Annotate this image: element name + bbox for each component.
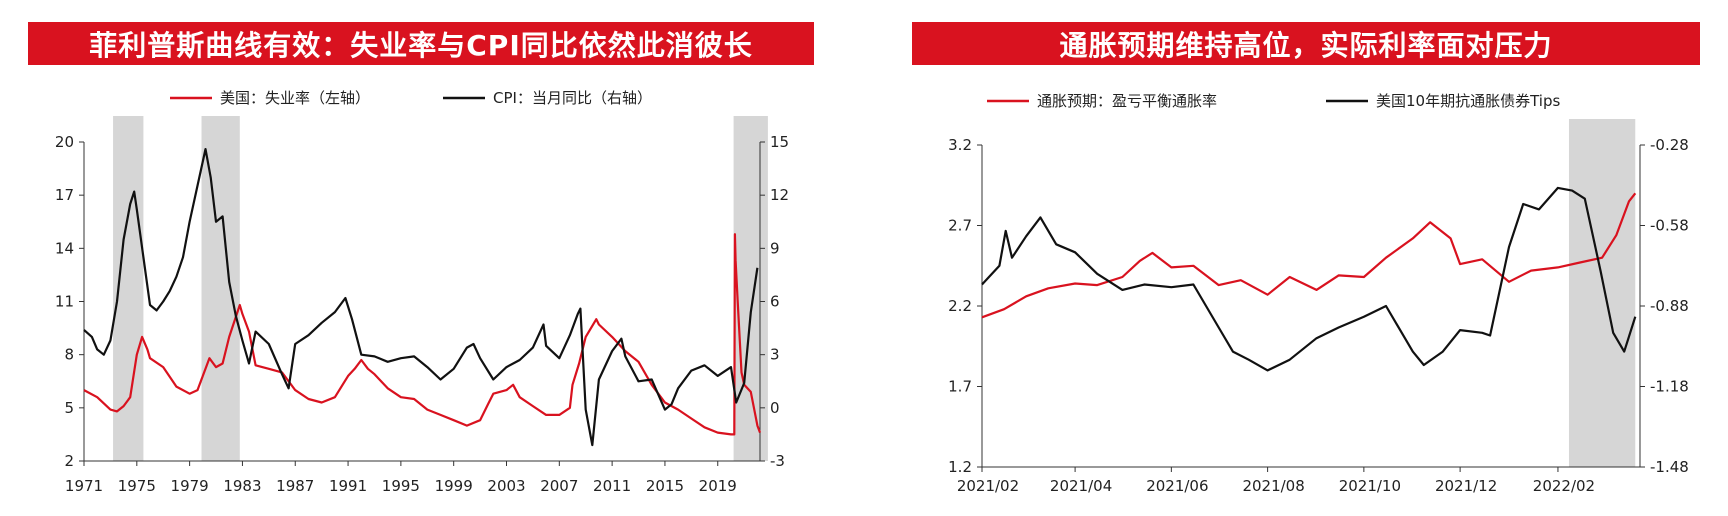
x-tick-label: 2021/02 — [957, 477, 1019, 495]
legend-label-1: 通胀预期：盈亏平衡通胀率 — [1037, 92, 1217, 110]
x-tick-label: 2021/08 — [1242, 477, 1304, 495]
left-y-tick-label: 2.7 — [948, 217, 972, 235]
x-tick-label: 1995 — [382, 477, 420, 495]
right-chart-title-banner: 通胀预期维持高位，实际利率面对压力 — [912, 22, 1700, 65]
legend-label-2: 美国10年期抗通胀债券Tips — [1376, 92, 1560, 110]
right-y-tick-label: -0.28 — [1650, 136, 1689, 154]
x-tick-label: 1979 — [171, 477, 209, 495]
left-y-tick-label: 2.2 — [948, 297, 972, 315]
right-y-tick-label: 0 — [770, 399, 780, 417]
left-chart-title-banner: 菲利普斯曲线有效：失业率与CPI同比依然此消彼长 — [28, 22, 814, 65]
right-y-tick-label: 6 — [770, 293, 780, 311]
x-tick-label: 2022/02 — [1533, 477, 1595, 495]
series-line-1 — [83, 233, 762, 436]
right-y-tick-label: 12 — [770, 186, 789, 204]
series-line-2 — [981, 186, 1637, 372]
left-y-tick-label: 1.2 — [948, 458, 972, 476]
left-y-tick-label: 2 — [64, 452, 74, 470]
x-tick-label: 1987 — [276, 477, 314, 495]
chart-2: 3.2 2.7 2.2 1.7 1.2 -0.28 -0.58 -0.88 -1.18 -1.48… — [948, 92, 1689, 495]
x-tick-label: 2021/10 — [1339, 477, 1401, 495]
shaded-period-3 — [733, 116, 768, 461]
x-tick-label: 1983 — [223, 477, 261, 495]
x-tick-label: 1991 — [329, 477, 367, 495]
right-y-tick-label: 15 — [770, 133, 789, 151]
right-y-tick-label: 3 — [770, 346, 780, 364]
series-line-2 — [83, 148, 759, 447]
right-y-tick-label: -1.18 — [1650, 378, 1689, 396]
legend-label-1: 美国：失业率（左轴） — [220, 89, 370, 107]
x-tick-label: 2011 — [593, 477, 631, 495]
left-y-tick-label: 5 — [64, 399, 74, 417]
x-tick-label: 2021/04 — [1050, 477, 1112, 495]
x-tick-label: 2021/06 — [1146, 477, 1208, 495]
left-y-tick-label: 20 — [55, 133, 74, 151]
shaded-period-2 — [201, 116, 240, 461]
x-tick-label: 2015 — [646, 477, 684, 495]
right-y-tick-label: 9 — [770, 239, 780, 257]
left-y-tick-label: 14 — [55, 239, 74, 257]
x-tick-label: 2019 — [699, 477, 737, 495]
series-line-1 — [981, 192, 1637, 319]
x-tick-label: 2003 — [487, 477, 525, 495]
chart-1: 20 17 14 11 8 5 2 15 12 9 6 3 0 -3 1971 1975 1979 1983 198… — [55, 89, 789, 495]
right-y-tick-label: -1.48 — [1650, 458, 1689, 476]
left-y-tick-label: 8 — [64, 346, 74, 364]
left-y-tick-label: 17 — [55, 186, 74, 204]
x-tick-label: 1971 — [65, 477, 103, 495]
x-tick-label: 2021/12 — [1435, 477, 1497, 495]
left-y-tick-label: 1.7 — [948, 378, 972, 396]
left-y-tick-label: 11 — [55, 293, 74, 311]
x-tick-label: 2007 — [540, 477, 578, 495]
right-y-tick-label: -0.88 — [1650, 297, 1689, 315]
right-y-tick-label: -3 — [770, 452, 785, 470]
shaded-period-1 — [1568, 119, 1636, 467]
right-y-tick-label: -0.58 — [1650, 217, 1689, 235]
x-tick-label: 1975 — [118, 477, 156, 495]
left-y-tick-label: 3.2 — [948, 136, 972, 154]
x-tick-label: 1999 — [435, 477, 473, 495]
legend-label-2: CPI：当月同比（右轴） — [493, 89, 652, 107]
